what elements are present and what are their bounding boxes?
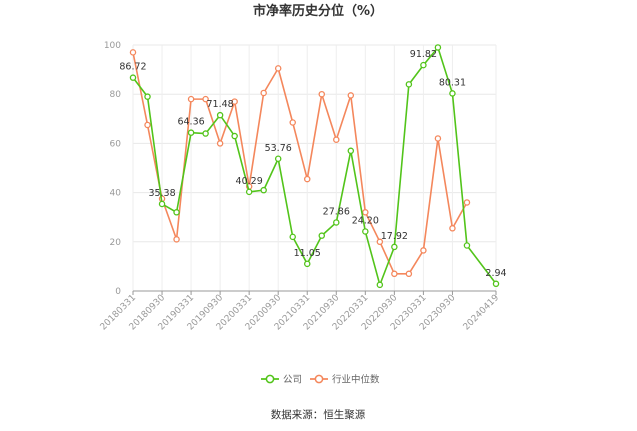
chart-title: 市净率历史分位（%） [253,3,383,19]
data-label: 2.94 [485,268,506,279]
series-point-0 [260,186,267,194]
series-point-0 [434,44,442,51]
grid-lines [132,44,497,291]
series-point-0 [318,232,326,239]
series-point-0 [245,188,253,196]
series-point-0 [144,93,151,100]
series-point-0 [449,90,456,97]
series-point-0 [173,209,180,216]
data-label: 35.38 [148,188,175,199]
x-tick-label: 20240419 [462,293,502,333]
y-tick-label: 60 [110,139,122,149]
series-point-1 [376,238,384,246]
series-point-1 [449,225,456,232]
data-label: 24.20 [352,215,379,226]
series-point-1 [362,209,369,216]
series-point-0 [391,243,398,251]
legend-item-company[interactable]: 公司 [261,375,302,386]
series-point-0 [216,111,224,119]
series-point-1 [391,270,398,278]
series-point-0 [420,61,427,69]
series-point-0 [231,132,238,140]
series-point-1 [202,95,209,103]
legend-label-industry-median: 行业中位数 [332,374,380,386]
series-point-0 [274,155,282,163]
series-point-0 [492,280,500,288]
series-point-0 [303,260,311,268]
series-point-1 [303,175,311,183]
series-point-0 [463,242,471,249]
series-point-0 [129,74,137,81]
series-point-0 [202,130,209,137]
data-label: 71.48 [207,99,234,110]
y-tick-label: 80 [110,90,122,100]
series-point-1 [289,119,296,126]
series-point-0 [376,281,384,289]
series-point-1 [187,95,195,103]
data-label: 17.92 [381,231,408,242]
legend[interactable]: 公司 行业中位数 [261,374,380,386]
data-label: 53.76 [265,143,292,154]
data-label: 40.29 [236,176,263,187]
series-point-0 [187,129,195,136]
series-point-0 [362,228,369,235]
data-label: 86.72 [119,62,146,73]
series-layer [129,44,500,289]
series-point-1 [173,236,180,243]
series-point-1 [434,135,442,142]
series-point-1 [405,270,413,278]
data-label: 27.86 [323,206,350,217]
series-point-1 [260,89,267,97]
series-point-1 [420,247,427,254]
series-point-1 [463,199,471,206]
series-line-1 [132,52,468,275]
series-point-0 [289,233,296,241]
series-point-0 [405,81,413,88]
data-label: 64.36 [177,117,204,128]
series-point-0 [347,147,355,155]
y-tick-label: 0 [115,287,121,297]
y-tick-label: 40 [110,189,122,199]
series-point-0 [333,219,340,226]
series-point-1 [231,98,238,105]
series-point-1 [347,92,355,99]
series-point-1 [318,90,326,98]
series-point-1 [129,49,137,56]
series-point-1 [333,136,340,143]
legend-label-company: 公司 [283,375,302,386]
data-label: 11.05 [294,248,321,259]
series-point-1 [216,140,224,147]
data-label: 80.31 [439,77,466,88]
data-source: 数据来源：恒生聚源 [271,408,366,421]
legend-item-industry-median[interactable]: 行业中位数 [310,374,380,386]
series-point-1 [144,121,151,129]
y-tick-label: 100 [104,41,121,51]
data-label: 91.82 [410,49,437,60]
series-point-0 [158,200,166,208]
series-point-1 [274,65,282,72]
y-tick-label: 20 [110,238,122,248]
